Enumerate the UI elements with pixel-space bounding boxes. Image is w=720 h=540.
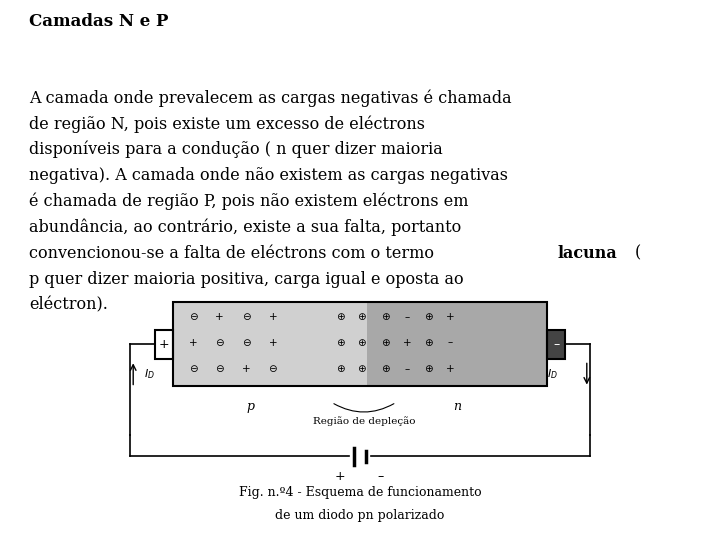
Text: ⊖: ⊖: [189, 313, 197, 322]
Bar: [547, 329, 565, 359]
Text: ⊖: ⊖: [242, 313, 251, 322]
Text: negativa). A camada onde não existem as cargas negativas: negativa). A camada onde não existem as …: [29, 167, 508, 184]
Text: $I_D$: $I_D$: [144, 367, 155, 381]
Text: ⊕: ⊕: [424, 313, 433, 322]
Text: $I_D$: $I_D$: [547, 367, 558, 381]
Text: +: +: [335, 470, 345, 483]
Text: +: +: [242, 364, 251, 374]
Text: lacuna: lacuna: [558, 245, 618, 261]
Text: +: +: [269, 338, 277, 348]
Text: eléctron).: eléctron).: [29, 296, 108, 313]
Text: ⊖: ⊖: [215, 364, 224, 374]
Text: +: +: [446, 364, 454, 374]
Text: Região de depleção: Região de depleção: [312, 416, 415, 426]
Text: ⊕: ⊕: [381, 313, 390, 322]
Text: +: +: [158, 338, 169, 351]
Text: ⊖: ⊖: [215, 338, 224, 348]
Text: ⊕: ⊕: [381, 364, 390, 374]
Text: –: –: [448, 338, 453, 348]
Text: ⊕: ⊕: [357, 364, 366, 374]
Text: +: +: [446, 313, 454, 322]
Text: –: –: [377, 470, 383, 483]
Text: abundância, ao contrário, existe a sua falta, portanto: abundância, ao contrário, existe a sua f…: [29, 219, 461, 236]
Text: ⊕: ⊕: [357, 313, 366, 322]
Text: (: (: [635, 245, 642, 261]
Text: ⊖: ⊖: [242, 338, 251, 348]
Text: A camada onde prevalecem as cargas negativas é chamada: A camada onde prevalecem as cargas negat…: [29, 89, 511, 106]
Text: p: p: [247, 400, 255, 413]
Text: ⊖: ⊖: [269, 364, 277, 374]
Text: é chamada de região P, pois não existem eléctrons em: é chamada de região P, pois não existem …: [29, 193, 468, 210]
Text: +: +: [189, 338, 197, 348]
Text: disponíveis para a condução ( n quer dizer maioria: disponíveis para a condução ( n quer diz…: [29, 141, 443, 158]
Text: ⊖: ⊖: [189, 364, 197, 374]
Text: ⊕: ⊕: [381, 338, 390, 348]
Text: +: +: [402, 338, 411, 348]
Text: ⊕: ⊕: [424, 364, 433, 374]
Text: ⊕: ⊕: [336, 338, 344, 348]
Text: convencionou-se a falta de eléctrons com o termo: convencionou-se a falta de eléctrons com…: [29, 245, 439, 261]
Text: –: –: [405, 313, 410, 322]
Text: ⊕: ⊕: [357, 338, 366, 348]
Text: –: –: [553, 338, 559, 351]
Text: Camadas N e P: Camadas N e P: [29, 14, 168, 30]
Text: +: +: [269, 313, 277, 322]
Text: de região N, pois existe um excesso de eléctrons: de região N, pois existe um excesso de e…: [29, 115, 425, 132]
Text: Fig. n.º4 - Esquema de funcionamento: Fig. n.º4 - Esquema de funcionamento: [239, 486, 481, 499]
Text: de um diodo pn polarizado: de um diodo pn polarizado: [275, 509, 445, 522]
Text: n: n: [454, 400, 462, 413]
Text: –: –: [405, 364, 410, 374]
Bar: [155, 329, 173, 359]
Text: ⊕: ⊕: [424, 338, 433, 348]
Text: +: +: [215, 313, 224, 322]
Text: ⊕: ⊕: [336, 364, 344, 374]
Text: p quer dizer maioria positiva, carga igual e oposta ao: p quer dizer maioria positiva, carga igu…: [29, 271, 464, 287]
Text: ⊕: ⊕: [336, 313, 344, 322]
